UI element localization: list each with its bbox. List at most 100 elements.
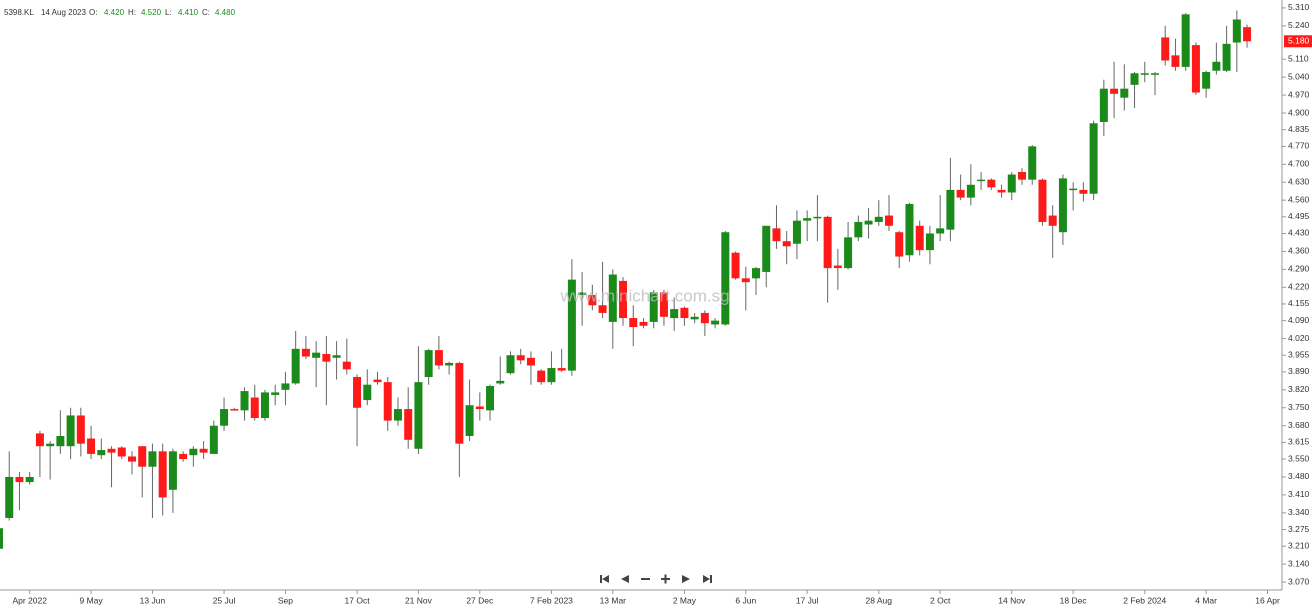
candle-body bbox=[1079, 189, 1088, 194]
candle-body bbox=[588, 295, 597, 306]
x-tick-label: Apr 2022 bbox=[12, 595, 47, 605]
candle-body bbox=[281, 383, 290, 390]
x-tick-label: 21 Nov bbox=[405, 595, 433, 605]
candle-body bbox=[925, 233, 934, 251]
x-tick-label: Sep bbox=[278, 595, 293, 605]
x-tick-label: 27 Dec bbox=[466, 595, 494, 605]
candle-body bbox=[813, 216, 822, 219]
candle-body bbox=[15, 476, 24, 483]
candle-body bbox=[578, 292, 587, 295]
y-tick-label: 3.275 bbox=[1288, 524, 1310, 534]
candle-body bbox=[220, 409, 229, 426]
y-tick-label: 4.770 bbox=[1288, 141, 1310, 151]
nav-zoom-out[interactable] bbox=[641, 578, 650, 580]
x-tick-label: 7 Feb 2023 bbox=[530, 595, 573, 605]
candle-body bbox=[168, 451, 177, 490]
candle-body bbox=[465, 405, 474, 436]
info-value: 4.520 bbox=[141, 8, 162, 17]
candle-body bbox=[363, 384, 372, 401]
candle-body bbox=[895, 232, 904, 257]
candle-body bbox=[260, 392, 269, 419]
candle-body bbox=[66, 415, 75, 447]
candle-body bbox=[189, 448, 198, 456]
candle-body bbox=[434, 350, 443, 366]
candle-body bbox=[1161, 37, 1170, 61]
info-value: 4.480 bbox=[215, 8, 236, 17]
info-key: C: bbox=[202, 8, 210, 17]
candle-body bbox=[414, 382, 423, 449]
candle-body bbox=[915, 225, 924, 251]
info-date: 14 Aug 2023 bbox=[41, 8, 86, 17]
nav-first[interactable] bbox=[600, 575, 609, 583]
candle-body bbox=[987, 179, 996, 188]
candle-body bbox=[1130, 73, 1139, 85]
candle-body bbox=[46, 443, 55, 447]
candle-body bbox=[844, 237, 853, 269]
info-key: L: bbox=[165, 8, 172, 17]
candle-body bbox=[526, 357, 535, 366]
candle-body bbox=[138, 446, 147, 467]
candle-body bbox=[127, 456, 136, 462]
nav-zoom-in[interactable] bbox=[661, 574, 670, 584]
candle-body bbox=[659, 292, 668, 317]
y-tick-label: 4.900 bbox=[1288, 107, 1310, 117]
x-tick-label: 28 Aug bbox=[866, 595, 893, 605]
candle-body bbox=[148, 451, 157, 467]
y-tick-label: 5.240 bbox=[1288, 20, 1310, 30]
x-tick-label: 6 Jun bbox=[735, 595, 756, 605]
candle-body bbox=[956, 189, 965, 198]
candle-body bbox=[383, 382, 392, 421]
candle-body bbox=[670, 309, 679, 319]
candle-body bbox=[1048, 215, 1057, 226]
candle-body bbox=[87, 438, 96, 454]
candle-body bbox=[393, 409, 402, 421]
candle-body bbox=[649, 292, 658, 322]
nav-last[interactable] bbox=[703, 575, 712, 583]
y-tick-label: 4.220 bbox=[1288, 282, 1310, 292]
y-tick-label: 3.890 bbox=[1288, 366, 1310, 376]
candle-body bbox=[1171, 55, 1180, 67]
y-tick-label: 5.310 bbox=[1288, 2, 1310, 12]
x-tick-label: 25 Jul bbox=[213, 595, 236, 605]
info-key: O: bbox=[89, 8, 97, 17]
candle-body bbox=[35, 433, 44, 447]
candle-body bbox=[936, 228, 945, 234]
y-tick-label: 3.340 bbox=[1288, 507, 1310, 517]
y-tick-label: 3.750 bbox=[1288, 402, 1310, 412]
candle-body bbox=[731, 252, 740, 279]
nav-prev[interactable] bbox=[621, 575, 629, 583]
candle-body bbox=[977, 179, 986, 182]
candle-body bbox=[557, 368, 566, 371]
candle-body bbox=[864, 220, 873, 225]
y-tick-label: 4.020 bbox=[1288, 333, 1310, 343]
candle-body bbox=[516, 355, 525, 361]
candle-body bbox=[885, 215, 894, 226]
candle-body bbox=[946, 189, 955, 230]
candle-body bbox=[690, 316, 699, 320]
candle-body bbox=[997, 189, 1006, 193]
candle-body bbox=[1120, 88, 1129, 98]
y-tick-label: 3.480 bbox=[1288, 471, 1310, 481]
last-price-tag bbox=[1284, 35, 1312, 48]
y-tick-label: 4.560 bbox=[1288, 194, 1310, 204]
info-value: 4.410 bbox=[178, 8, 199, 17]
candle-body bbox=[639, 321, 648, 326]
candle-body bbox=[1069, 188, 1078, 191]
candle-body bbox=[353, 377, 362, 408]
x-tick-label: 4 Mar bbox=[1195, 595, 1217, 605]
y-tick-label: 4.630 bbox=[1288, 176, 1310, 186]
y-tick-label: 5.040 bbox=[1288, 71, 1310, 81]
candle-body bbox=[445, 362, 454, 366]
y-tick-label: 3.680 bbox=[1288, 420, 1310, 430]
candle-body bbox=[1007, 174, 1016, 193]
candle-body bbox=[76, 415, 85, 444]
candle-body bbox=[342, 361, 351, 370]
candle-body bbox=[1243, 27, 1252, 42]
nav-next[interactable] bbox=[682, 575, 690, 583]
candle-body bbox=[711, 320, 720, 325]
x-tick-label: 17 Oct bbox=[345, 595, 371, 605]
last-price-label: 5.180 bbox=[1288, 36, 1310, 46]
candle-body bbox=[629, 318, 638, 328]
y-tick-label: 4.290 bbox=[1288, 264, 1310, 274]
candle-body bbox=[598, 305, 607, 313]
